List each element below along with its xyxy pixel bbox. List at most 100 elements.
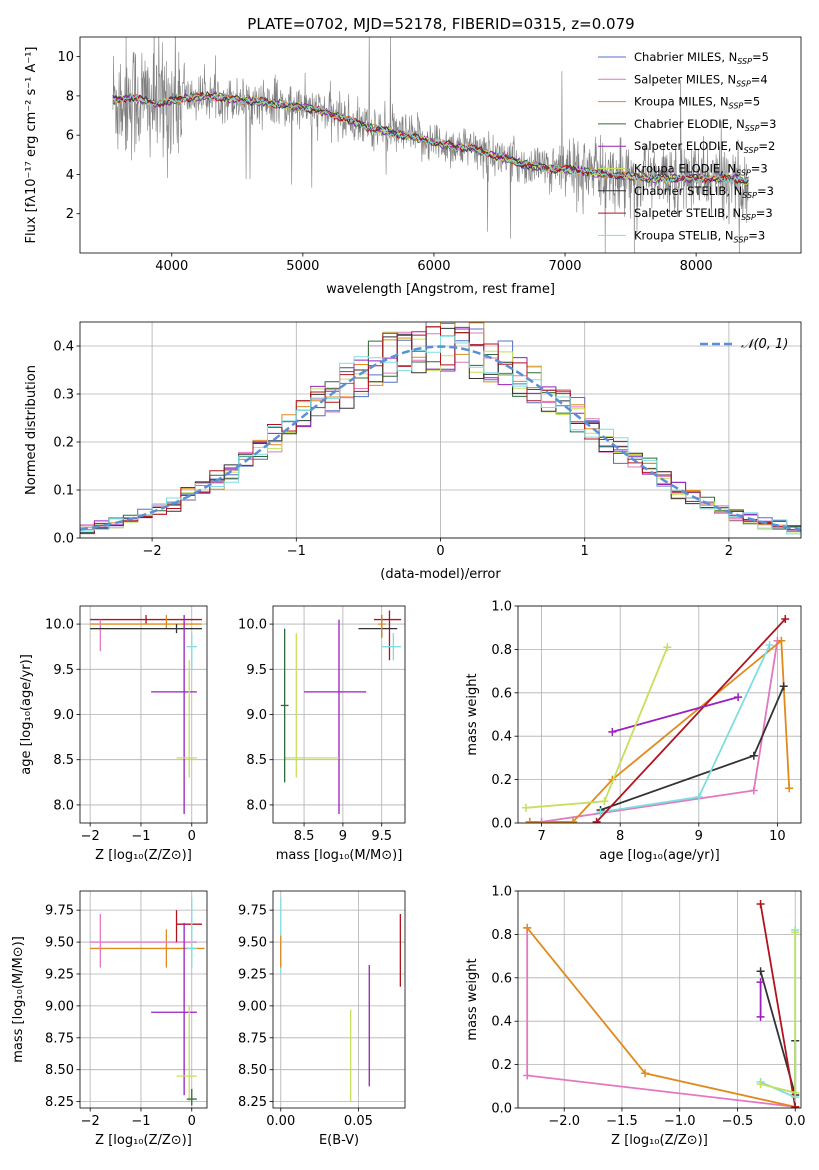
x-tick-label: −0.5 xyxy=(722,1114,754,1129)
mass-weight-marker xyxy=(523,1071,532,1080)
y-tick-label: 9.00 xyxy=(238,999,267,1014)
mass-weight-marker xyxy=(765,641,774,650)
legend-count: =3 xyxy=(748,228,765,242)
x-axis-label: E(B-V) xyxy=(319,1133,359,1148)
y-tick-label: 2 xyxy=(66,207,74,222)
mass-weight-marker xyxy=(592,817,601,823)
mass-weight-line xyxy=(612,696,739,733)
legend-subscript: SSP xyxy=(736,79,751,88)
mass-weight-marker xyxy=(777,636,786,645)
mass-weight-marker xyxy=(756,978,765,987)
mass-weight-marker xyxy=(756,967,765,976)
plot-area xyxy=(280,897,401,1102)
y-tick-label: 8.50 xyxy=(45,1063,74,1078)
mass-weight-line xyxy=(526,927,796,1108)
mass-weight-marker xyxy=(600,797,609,806)
mass-weight-marker xyxy=(663,643,672,652)
mass-weight-marker xyxy=(521,803,530,812)
y-tick-label: 0.3 xyxy=(53,388,74,403)
y-axis-label: mass weight xyxy=(465,958,480,1040)
x-tick-label: 9 xyxy=(695,829,703,844)
legend-count: =5 xyxy=(743,95,760,109)
plot-area xyxy=(80,322,801,535)
legend-count: =3 xyxy=(756,206,773,220)
axes-frame xyxy=(517,890,802,1109)
y-tick-label: 1.0 xyxy=(491,885,512,900)
y-tick-label: 9.50 xyxy=(238,936,267,951)
plot-area xyxy=(90,897,205,1106)
y-tick-label: 9.50 xyxy=(45,936,74,951)
mass-weight-marker xyxy=(749,786,758,795)
plot-area xyxy=(521,615,794,823)
x-tick-label: −2 xyxy=(143,544,162,559)
axes-frame xyxy=(79,36,802,254)
y-tick-label: 0.6 xyxy=(491,686,512,701)
x-tick-label: 8000 xyxy=(680,259,713,274)
legend-subscript: SSP xyxy=(744,146,759,155)
y-tick-label: 8.5 xyxy=(246,753,267,768)
mass-weight-line xyxy=(760,932,797,1094)
mass-weight-marker xyxy=(781,615,790,624)
x-tick-label: 10 xyxy=(769,829,786,844)
x-tick-label: 8.5 xyxy=(294,829,315,844)
y-tick-label: 9.5 xyxy=(53,663,74,678)
mass-vs-extinction-panel: 0.00 0.05 8.25 8.50 8.75 9.00 9.25 9.50 9.75 E(B-… xyxy=(238,890,406,1148)
x-tick-label: 7 xyxy=(537,829,545,844)
legend-subscript: SSP xyxy=(736,169,751,178)
mass-weight-marker xyxy=(785,784,794,793)
legend-entry: Chabrier ELODIE, NSSP=3 xyxy=(634,117,776,133)
residual-histogram-panel: −2 −1 0 1 2 0.0 0.1 0.2 0.3 0.4 (data-model)/error… xyxy=(24,321,802,582)
x-tick-label: 0.05 xyxy=(344,1114,373,1129)
mass-weight-marker xyxy=(525,817,534,823)
x-tick-label: 0 xyxy=(436,544,444,559)
x-tick-label: −1 xyxy=(131,1114,150,1129)
observed-spectrum-line xyxy=(112,37,749,253)
x-tick-label: −1 xyxy=(131,829,150,844)
x-tick-label: 0.00 xyxy=(266,1114,295,1129)
y-tick-label: 8 xyxy=(66,89,74,104)
x-axis-label: wavelength [Angstrom, rest frame] xyxy=(326,282,555,297)
mass-weight-marker xyxy=(523,923,532,932)
x-tick-label: 1 xyxy=(581,544,589,559)
mass-weight-line xyxy=(600,685,785,811)
y-tick-label: 0.0 xyxy=(53,532,74,547)
legend-subscript: SSP xyxy=(745,124,760,133)
x-axis-label: Z [log₁₀(Z/Z⊙)] xyxy=(95,848,192,863)
plot-area xyxy=(280,610,402,814)
y-tick-label: 9.0 xyxy=(246,708,267,723)
legend-subscript: SSP xyxy=(734,235,749,244)
y-tick-label: 9.5 xyxy=(246,663,267,678)
y-tick-label: 8.25 xyxy=(45,1095,74,1110)
legend-count: =3 xyxy=(757,184,774,198)
legend-label: Kroupa MILES, N xyxy=(634,95,729,109)
y-tick-label: 8.75 xyxy=(45,1031,74,1046)
legend-label: Salpeter ELODIE, N xyxy=(634,139,744,153)
y-tick-label: 8.5 xyxy=(53,753,74,768)
mass-weight-marker xyxy=(608,727,617,736)
y-tick-label: 10 xyxy=(57,50,74,65)
mass-weight-marker xyxy=(694,792,703,801)
legend-label: Chabrier STELIB, N xyxy=(634,184,742,198)
legend-entry: Kroupa STELIB, NSSP=3 xyxy=(634,228,765,244)
x-tick-label: −1 xyxy=(287,544,306,559)
y-axis-label: age [log₁₀(age/yr)] xyxy=(19,654,34,775)
x-axis-label: Z [log₁₀(Z/Z⊙)] xyxy=(611,1133,708,1148)
y-tick-label: 4 xyxy=(66,168,74,183)
x-tick-label: −2 xyxy=(81,1114,100,1129)
legend-count: =3 xyxy=(751,162,768,176)
mass-weight-marker xyxy=(791,1102,800,1108)
y-tick-label: 8.75 xyxy=(238,1031,267,1046)
x-tick-label: 4000 xyxy=(155,259,188,274)
mass-weight-marker xyxy=(791,1088,800,1097)
x-tick-label: −2.0 xyxy=(548,1114,580,1129)
y-axis-label: Normed distribution xyxy=(24,365,39,495)
legend-entry: Salpeter MILES, NSSP=4 xyxy=(634,72,768,88)
age-vs-mass-panel: 8.5 9 9.5 8.0 8.5 9.0 9.5 10.0 mass [log₁₀(M/M⊙)… xyxy=(238,605,406,863)
mass-weight-marker xyxy=(596,808,605,817)
y-tick-label: 9.75 xyxy=(238,904,267,919)
x-tick-label: 7000 xyxy=(548,259,581,274)
y-tick-label: 8.50 xyxy=(238,1063,267,1078)
legend-entry: 𝒩(0, 1) xyxy=(741,337,788,352)
y-tick-label: 8.0 xyxy=(246,798,267,813)
